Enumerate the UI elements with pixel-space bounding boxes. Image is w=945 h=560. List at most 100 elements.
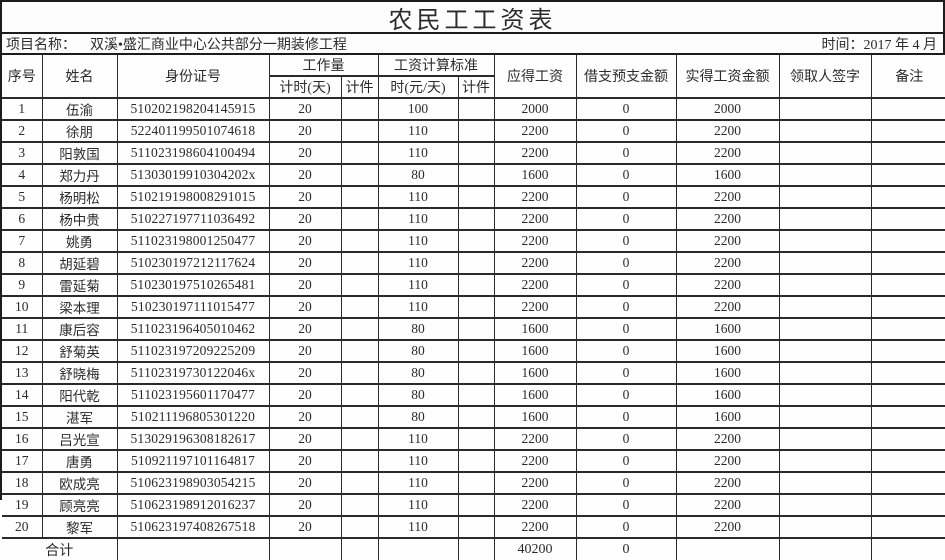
cell-due: 2200 — [493, 185, 577, 209]
cell-piece_rate — [457, 383, 495, 407]
cell-note — [870, 119, 945, 143]
cell-note — [870, 295, 945, 319]
table-row: 14 阳代乾 511023195601170477 20 80 1600 0 1600 — [2, 383, 945, 407]
cell-advance: 0 — [575, 185, 677, 209]
cell-piece — [340, 361, 379, 385]
cell-rate: 80 — [377, 163, 459, 187]
cell-rate: 110 — [377, 515, 459, 538]
cell-days: 20 — [268, 163, 342, 187]
cell-id: 510211196805301220 — [116, 405, 270, 429]
table-row: 8 胡延碧 510230197212117624 20 110 2200 0 2200 — [2, 251, 945, 275]
cell-no: 18 — [2, 471, 43, 495]
cell-no: 19 — [2, 493, 43, 517]
cell-id: 513029196308182617 — [116, 427, 270, 451]
cell-actual: 1600 — [675, 383, 780, 407]
cell-signature — [778, 163, 872, 187]
cell-name: 郑力丹 — [41, 163, 118, 187]
cell-note — [870, 163, 945, 187]
cell-due: 2200 — [493, 119, 577, 143]
cell-note — [870, 185, 945, 209]
table-row: 6 杨中贵 510227197711036492 20 110 2200 0 2200 — [2, 207, 945, 231]
total-label: 合计 — [2, 537, 118, 560]
worker-rows: 1 伍渝 510202198204145915 20 100 2000 0 2000 2 徐朋 52… — [2, 97, 945, 538]
cell-piece_rate — [457, 163, 495, 187]
cell-piece — [340, 229, 379, 253]
cell-id: 510202198204145915 — [116, 97, 270, 121]
cell-no: 5 — [2, 185, 43, 209]
cell-note — [870, 141, 945, 165]
cell-piece — [340, 449, 379, 473]
cell-name: 胡延碧 — [41, 251, 118, 275]
cell-rate: 110 — [377, 427, 459, 451]
cell-no: 20 — [2, 515, 43, 538]
cell-advance: 0 — [575, 317, 677, 341]
cell-signature — [778, 229, 872, 253]
cell-actual: 2200 — [675, 471, 780, 495]
cell-no: 13 — [2, 361, 43, 385]
cell-id: 51303019910304202x — [116, 163, 270, 187]
cell-piece — [340, 471, 379, 495]
cell-advance: 0 — [575, 207, 677, 231]
cell-days: 20 — [268, 449, 342, 473]
col-header-signature: 领取人签字 — [778, 55, 872, 99]
table-row: 2 徐朋 522401199501074618 20 110 2200 0 2200 — [2, 119, 945, 143]
cell-note — [870, 317, 945, 341]
cell-id: 510230197212117624 — [116, 251, 270, 275]
table-footer: 合计 40200 0 — [2, 537, 945, 560]
cell-actual: 2200 — [675, 229, 780, 253]
cell-piece — [340, 405, 379, 429]
total-row: 合计 40200 0 — [2, 537, 945, 560]
col-header-actual: 实得工资金额 — [675, 55, 780, 99]
cell-id: 510230197510265481 — [116, 273, 270, 297]
cell-due: 1600 — [493, 361, 577, 385]
cell-no: 11 — [2, 317, 43, 341]
cell-rate: 110 — [377, 449, 459, 473]
cell-piece — [340, 317, 379, 341]
table-row: 13 舒晓梅 51102319730122046x 20 80 1600 0 1600 — [2, 361, 945, 385]
cell-signature — [778, 339, 872, 363]
col-header-workload-piece: 计件 — [340, 75, 379, 99]
cell-signature — [778, 471, 872, 495]
cell-actual: 2200 — [675, 427, 780, 451]
cell-no: 10 — [2, 295, 43, 319]
cell-piece_rate — [457, 339, 495, 363]
cell-due: 2200 — [493, 427, 577, 451]
time-label: 时间： — [821, 37, 864, 53]
cell-piece — [340, 207, 379, 231]
cell-id: 511023195601170477 — [116, 383, 270, 407]
cell-note — [870, 515, 945, 538]
cell-name: 唐勇 — [41, 449, 118, 473]
cell-no: 1 — [2, 97, 43, 121]
cell-no: 3 — [2, 141, 43, 165]
cell-no: 2 — [2, 119, 43, 143]
cell-piece — [340, 141, 379, 165]
cell-days: 20 — [268, 383, 342, 407]
cell-advance: 0 — [575, 493, 677, 517]
cell-days: 20 — [268, 317, 342, 341]
table-row: 18 欧成亮 510623198903054215 20 110 2200 0 2200 — [2, 471, 945, 495]
cell-name: 舒菊英 — [41, 339, 118, 363]
cell-advance: 0 — [575, 229, 677, 253]
cell-actual: 2200 — [675, 185, 780, 209]
cell-signature — [778, 449, 872, 473]
cell-rate: 80 — [377, 339, 459, 363]
cell-signature — [778, 427, 872, 451]
cell-due: 2200 — [493, 295, 577, 319]
cell-id: 510623197408267518 — [116, 515, 270, 538]
cell-id: 510227197711036492 — [116, 207, 270, 231]
cell-actual: 2200 — [675, 493, 780, 517]
cell-rate: 110 — [377, 141, 459, 165]
cell-piece — [340, 295, 379, 319]
cell-actual: 2200 — [675, 207, 780, 231]
cell-piece_rate — [457, 405, 495, 429]
cell-piece_rate — [457, 273, 495, 297]
cell-name: 阳代乾 — [41, 383, 118, 407]
project-name-line: 项目名称： 双溪•盛汇商业中心公共部分一期装修工程 — [2, 34, 347, 54]
cell-days: 20 — [268, 493, 342, 517]
cell-days: 20 — [268, 515, 342, 538]
cell-actual: 1600 — [675, 163, 780, 187]
cell-id: 522401199501074618 — [116, 119, 270, 143]
cell-advance: 0 — [575, 471, 677, 495]
cell-name: 欧成亮 — [41, 471, 118, 495]
